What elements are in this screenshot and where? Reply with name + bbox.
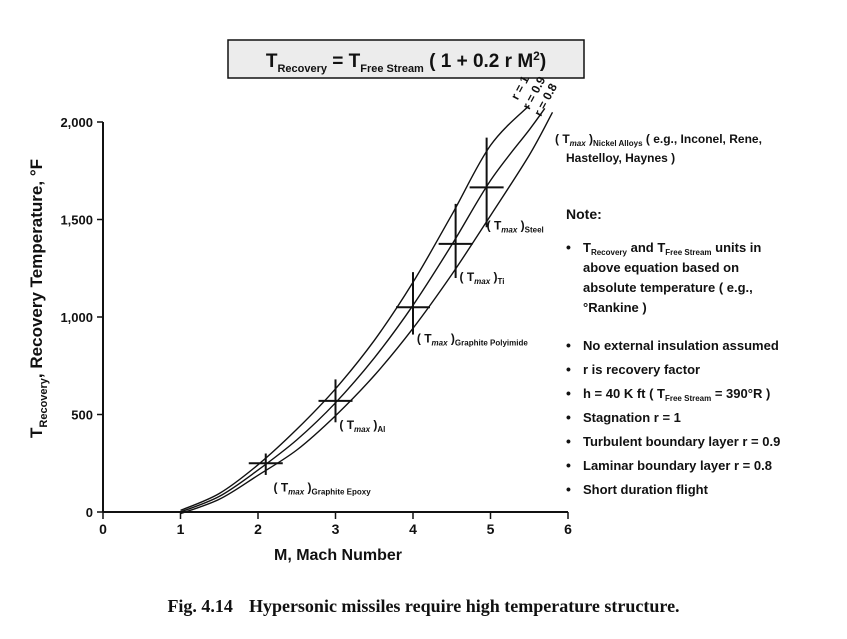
marker-label: ( Tmax )Al [339, 418, 385, 434]
note-bullet: • [566, 433, 571, 449]
nickel-alloy-label: ( Tmax )Nickel Alloys ( e.g., Inconel, R… [555, 132, 762, 148]
curve-r-0-9 [180, 107, 546, 513]
note-bullet: • [566, 337, 571, 353]
curve-labels: r = 1r = 0.9r = 0.8 [508, 73, 560, 118]
note-item: • Short duration flight [566, 481, 709, 497]
note-text: TRecovery and TFree Stream units in [583, 240, 761, 257]
marker-label: ( Tmax )Steel [487, 218, 544, 234]
material-limit-marker: ( Tmax )Graphite Polyimide [396, 272, 528, 347]
note-item: • Stagnation r = 1 [566, 409, 681, 425]
x-tick-label: 6 [564, 521, 572, 537]
material-limit-marker: ( Tmax )Ti [438, 203, 505, 286]
note-text: above equation based on [583, 260, 739, 275]
note-bullet: • [566, 385, 571, 401]
note-text: Laminar boundary layer r = 0.8 [583, 458, 772, 473]
note-text: °Rankine ) [583, 300, 647, 315]
x-axis-label: M, Mach Number [274, 547, 402, 564]
note-text: No external insulation assumed [583, 338, 779, 353]
note-text: Turbulent boundary layer r = 0.9 [583, 434, 780, 449]
x-tick-label: 2 [254, 521, 262, 537]
note-text: h = 40 K ft ( TFree Stream = 390°R ) [583, 386, 770, 403]
y-tick-label: 0 [86, 505, 93, 520]
figure-number: Fig. 4.14 [167, 596, 233, 616]
note-item: • Turbulent boundary layer r = 0.9 [566, 433, 780, 449]
equation-box: TRecovery = TFree Stream ( 1 + 0.2 r M2) [227, 39, 585, 79]
figure-caption: Fig. 4.14 Hypersonic missiles require hig… [0, 596, 847, 617]
notes-list: • TRecovery and TFree Stream units in abov… [566, 239, 780, 497]
note-item: • No external insulation assumed [566, 337, 779, 353]
axis-ticks: 0 1 2 3 4 5 6 0 500 1,000 1,500 2,000 [60, 115, 572, 537]
notes-title: Note: [566, 206, 602, 222]
note-item: • h = 40 K ft ( TFree Stream = 390°R ) [566, 385, 770, 403]
x-tick-label: 3 [332, 521, 340, 537]
nickel-alloy-examples: Hastelloy, Haynes ) [566, 151, 675, 165]
recovery-curves [180, 104, 554, 515]
y-tick-label: 1,000 [60, 310, 93, 325]
note-text: absolute temperature ( e.g., [583, 280, 753, 295]
note-text: Stagnation r = 1 [583, 410, 681, 425]
y-axis-label: TRecovery, Recovery Temperature, °F [27, 159, 50, 438]
material-limit-marker: ( Tmax )Al [318, 379, 385, 434]
curve-r-1 [180, 104, 530, 512]
curve-r-0-8 [180, 111, 554, 515]
material-limit-marker: ( Tmax )Steel [469, 137, 544, 234]
material-limit-marker: ( Tmax )Graphite Epoxy [248, 453, 372, 497]
note-bullet: • [566, 361, 571, 377]
note-bullet: • [566, 457, 571, 473]
note-item: • TRecovery and TFree Stream units in abov… [566, 239, 761, 315]
marker-label: ( Tmax )Graphite Polyimide [417, 331, 528, 347]
material-limit-markers: ( Tmax )Graphite Epoxy ( Tmax )Al ( Tmax )… [248, 137, 544, 497]
note-text: Short duration flight [583, 482, 709, 497]
equation-text: TRecovery = TFree Stream ( 1 + 0.2 r M2) [266, 49, 546, 75]
figure-caption-text: Hypersonic missiles require high tempera… [248, 596, 680, 616]
y-tick-label: 1,500 [60, 213, 93, 228]
note-item: • Laminar boundary layer r = 0.8 [566, 457, 772, 473]
note-text: r is recovery factor [583, 362, 700, 377]
note-item: • r is recovery factor [566, 361, 700, 377]
note-bullet: • [566, 239, 571, 255]
note-bullet: • [566, 409, 571, 425]
x-tick-label: 1 [177, 521, 185, 537]
x-tick-label: 5 [487, 521, 495, 537]
x-tick-label: 4 [409, 521, 417, 537]
figure-canvas: TRecovery = TFree Stream ( 1 + 0.2 r M2)… [27, 39, 780, 564]
nickel-alloy-annotation: ( Tmax )Nickel Alloys ( e.g., Inconel, R… [555, 132, 762, 165]
y-tick-label: 2,000 [60, 115, 93, 130]
marker-label: ( Tmax )Graphite Epoxy [274, 481, 372, 497]
x-tick-label: 0 [99, 521, 107, 537]
marker-label: ( Tmax )Ti [460, 270, 505, 286]
note-bullet: • [566, 481, 571, 497]
y-tick-label: 500 [71, 408, 93, 423]
